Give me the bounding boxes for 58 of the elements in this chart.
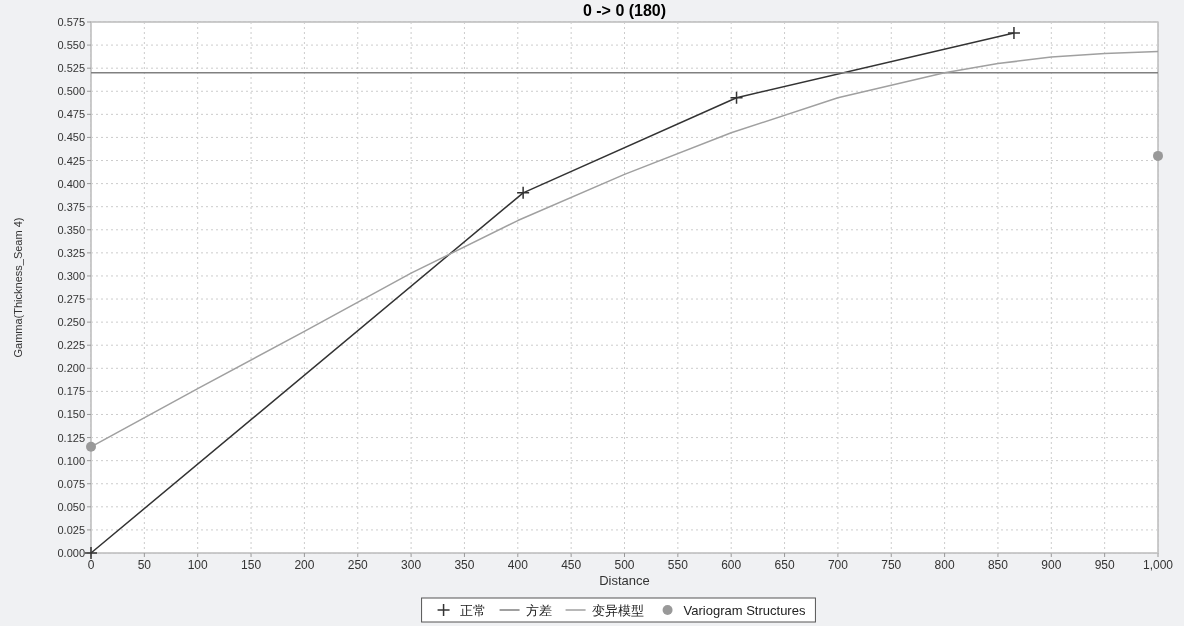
y-tick-label: 0.325	[57, 246, 85, 259]
x-tick-label: 500	[614, 558, 635, 572]
point	[1153, 150, 1163, 161]
y-tick-label: 0.425	[57, 154, 85, 167]
y-tick-label: 0.300	[57, 269, 85, 282]
legend-label: 变异模型	[591, 603, 644, 618]
y-tick-label: 0.000	[57, 547, 85, 559]
point	[86, 441, 96, 452]
legend-label: 正常	[459, 603, 486, 618]
point	[84, 546, 98, 560]
x-tick-label: 950	[1094, 558, 1115, 572]
y-axis-title: Gamma(Thickness_Seam 4)	[12, 217, 24, 358]
y-tick-label: 0.100	[57, 454, 85, 467]
x-tick-label: 350	[454, 558, 475, 572]
y-tick-label: 0.225	[57, 339, 85, 352]
x-tick-label: 450	[561, 558, 582, 572]
y-tick-label: 0.450	[57, 131, 85, 144]
x-tick-label: 300	[401, 558, 422, 572]
y-tick-label: 0.250	[57, 316, 85, 329]
x-tick-label: 50	[137, 558, 152, 572]
y-tick-label: 0.275	[57, 293, 85, 306]
y-tick-label: 0.500	[57, 85, 85, 98]
y-tick-label: 0.525	[57, 62, 85, 75]
y-tick-label: 0.200	[57, 362, 85, 375]
x-tick-label: 850	[987, 558, 1009, 572]
point	[1007, 26, 1021, 40]
x-tick-label: 800	[934, 558, 955, 572]
point	[729, 90, 744, 105]
x-tick-label: 650	[774, 558, 795, 572]
x-tick-label: 0	[87, 558, 95, 572]
y-tick-label: 0.400	[57, 177, 85, 190]
x-tick-label: 250	[347, 558, 369, 572]
legend-label: 方差	[525, 603, 552, 618]
y-tick-label: 0.050	[57, 500, 85, 513]
y-tick-label: 0.025	[57, 523, 85, 536]
x-tick-label: 100	[187, 558, 209, 572]
x-tick-label: 900	[1041, 558, 1062, 572]
x-tick-label: 550	[667, 558, 689, 572]
y-tick-label: 0.125	[57, 431, 85, 444]
y-tick-label: 0.350	[57, 223, 85, 236]
y-tick-label: 0.150	[57, 408, 85, 421]
chart-title: 0 -> 0 (180)	[582, 2, 667, 19]
x-tick-label: 1,000	[1142, 558, 1174, 572]
x-tick-label: 750	[881, 558, 902, 572]
x-tick-label: 400	[507, 558, 529, 572]
x-tick-label: 700	[827, 558, 849, 572]
x-tick-label: 600	[721, 558, 742, 572]
y-tick-label: 0.550	[57, 39, 85, 52]
y-tick-label: 0.075	[57, 477, 85, 490]
x-axis-title: Distance	[599, 573, 650, 588]
y-tick-label: 0.575	[57, 16, 85, 28]
y-tick-label: 0.175	[57, 385, 85, 398]
x-tick-label: 200	[294, 558, 315, 572]
y-tick-label: 0.475	[57, 108, 85, 121]
y-tick-label: 0.375	[57, 200, 85, 213]
legend-label: Variogram Structures	[683, 603, 806, 618]
x-tick-label: 150	[241, 558, 262, 572]
point	[516, 186, 530, 200]
